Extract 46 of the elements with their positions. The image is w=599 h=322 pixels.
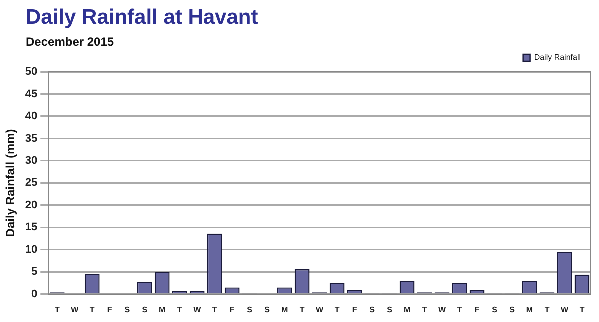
y-tick-label: 0: [32, 288, 38, 300]
x-tick-label: T: [544, 305, 550, 314]
chart-title: Daily Rainfall at Havant: [26, 6, 258, 30]
x-tick-label: T: [457, 305, 462, 314]
x-tick-label: M: [281, 305, 288, 314]
x-tick-label: T: [177, 305, 182, 314]
x-tick-label: S: [124, 305, 131, 314]
x-tick-label: W: [194, 305, 202, 314]
x-tick-label: S: [492, 305, 498, 314]
x-tick-label: S: [142, 305, 148, 314]
y-tick-label: 5: [32, 266, 38, 278]
x-tick-label: T: [212, 305, 218, 314]
x-tick-label: W: [316, 305, 324, 314]
x-tick-label: F: [107, 305, 112, 314]
x-tick-label: S: [370, 305, 376, 314]
x-tick-label: M: [159, 305, 166, 314]
x-tick-label: S: [247, 305, 254, 314]
x-tick-label: S: [264, 305, 271, 314]
x-tick-label: W: [71, 305, 80, 314]
y-tick-label: 35: [25, 132, 38, 145]
x-tick-label: F: [474, 305, 480, 314]
x-tick-label: T: [300, 305, 305, 314]
x-tick-label: M: [404, 305, 411, 314]
chart-subtitle: December 2015: [26, 35, 114, 49]
x-tick-label: T: [90, 305, 95, 314]
x-tick-label: W: [438, 305, 447, 314]
x-tick-label: T: [334, 305, 340, 314]
x-tick-label: F: [352, 305, 358, 314]
y-tick-label: 45: [25, 88, 38, 100]
x-tick-label: T: [54, 305, 60, 314]
x-tick-label: W: [560, 305, 569, 314]
x-tick-label: T: [422, 305, 428, 314]
x-tick-label: M: [526, 305, 534, 314]
y-axis-title: Daily Rainfall (mm): [4, 129, 18, 238]
x-tick-label: T: [580, 305, 585, 314]
y-tick-label: 50: [25, 66, 38, 78]
x-tick-label: F: [230, 305, 235, 314]
y-tick-label: 20: [25, 199, 38, 212]
x-tick-label: S: [387, 305, 394, 314]
legend-label: Daily Rainfall: [534, 53, 582, 62]
y-tick-label: 40: [25, 110, 38, 123]
y-tick-label: 10: [25, 244, 38, 256]
y-tick-label: 15: [25, 222, 38, 234]
y-tick-label: 30: [25, 154, 38, 167]
x-tick-label: S: [510, 305, 516, 314]
y-tick-label: 25: [25, 177, 38, 190]
